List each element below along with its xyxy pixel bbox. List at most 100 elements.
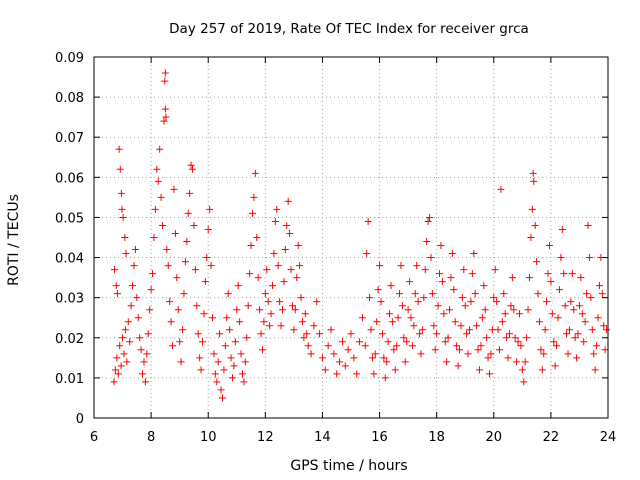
data-point — [186, 189, 194, 197]
x-tick-label: 14 — [314, 430, 331, 445]
data-point — [383, 358, 391, 366]
data-point — [261, 290, 269, 298]
data-point — [111, 266, 119, 274]
data-point — [277, 322, 285, 330]
data-point — [453, 342, 461, 350]
y-tick-label: 0.05 — [55, 211, 84, 226]
data-point — [498, 318, 506, 326]
data-point — [293, 274, 301, 282]
data-point — [303, 330, 311, 338]
data-point — [217, 386, 225, 394]
data-point — [543, 298, 551, 306]
data-point — [191, 266, 199, 274]
data-point — [407, 314, 415, 322]
data-point — [381, 374, 389, 382]
data-point — [585, 254, 593, 262]
data-point — [590, 350, 598, 358]
data-point — [411, 290, 419, 298]
data-point — [267, 310, 275, 318]
data-point — [386, 310, 394, 318]
data-point — [173, 274, 181, 282]
data-point — [578, 310, 586, 318]
data-point — [313, 298, 321, 306]
y-tick-label: 0.01 — [55, 372, 84, 387]
data-point — [457, 322, 465, 330]
data-point — [391, 366, 399, 374]
data-point — [384, 338, 392, 346]
data-point — [177, 358, 185, 366]
data-point — [565, 326, 573, 334]
data-point — [310, 322, 318, 330]
data-point — [491, 266, 499, 274]
data-point — [193, 302, 201, 310]
data-point — [179, 326, 187, 334]
data-point — [413, 262, 421, 270]
data-point — [593, 342, 601, 350]
x-tick-label: 8 — [147, 430, 155, 445]
data-point — [143, 350, 151, 358]
data-point — [150, 234, 158, 241]
data-point — [333, 370, 341, 378]
data-point — [567, 298, 575, 306]
data-point — [575, 302, 583, 310]
data-point — [581, 318, 589, 326]
data-point — [505, 330, 513, 338]
data-point — [563, 330, 571, 338]
data-point — [112, 282, 120, 290]
data-point — [510, 306, 518, 314]
data-point — [307, 350, 315, 358]
data-point — [234, 282, 242, 290]
data-point — [194, 330, 202, 338]
y-tick-label: 0.07 — [55, 131, 84, 146]
data-point — [238, 370, 246, 378]
data-point — [468, 270, 476, 278]
data-point — [127, 302, 135, 310]
data-point — [584, 221, 592, 229]
x-axis-label: GPS time / hours — [290, 458, 407, 474]
data-point — [476, 366, 483, 374]
data-point — [304, 342, 312, 350]
data-point — [553, 342, 561, 350]
data-point — [497, 185, 505, 193]
data-point — [484, 354, 492, 362]
data-point — [327, 326, 335, 334]
data-point — [111, 366, 119, 374]
chart-title: Day 257 of 2019, Rate Of TEC Index for r… — [169, 21, 529, 37]
data-point — [500, 290, 508, 298]
data-point — [126, 338, 134, 346]
data-point — [166, 298, 174, 306]
data-point — [503, 334, 511, 342]
data-point — [551, 362, 559, 370]
data-point — [603, 326, 611, 334]
data-point — [169, 342, 177, 350]
data-point — [290, 326, 298, 334]
data-point — [478, 314, 486, 322]
data-point — [240, 378, 248, 386]
data-point — [298, 318, 306, 326]
data-point — [129, 282, 137, 290]
data-point — [300, 334, 308, 342]
data-point — [146, 306, 154, 314]
data-point — [529, 169, 537, 177]
data-point — [525, 274, 533, 282]
data-point — [396, 290, 404, 298]
data-point — [199, 338, 207, 346]
data-point — [171, 229, 179, 237]
data-point — [301, 310, 309, 318]
data-point — [170, 185, 178, 193]
data-point — [504, 354, 512, 362]
data-point — [370, 370, 378, 378]
data-point — [513, 358, 521, 366]
data-point — [156, 145, 164, 153]
data-point — [533, 258, 541, 266]
data-point — [397, 262, 405, 270]
grid-lines — [94, 57, 608, 418]
data-point — [196, 354, 204, 362]
data-point — [284, 197, 292, 205]
data-point — [410, 322, 418, 330]
data-point — [570, 306, 578, 314]
data-point — [594, 314, 602, 322]
data-point — [226, 326, 234, 334]
x-tick-label: 24 — [600, 430, 617, 445]
data-point — [316, 330, 324, 338]
